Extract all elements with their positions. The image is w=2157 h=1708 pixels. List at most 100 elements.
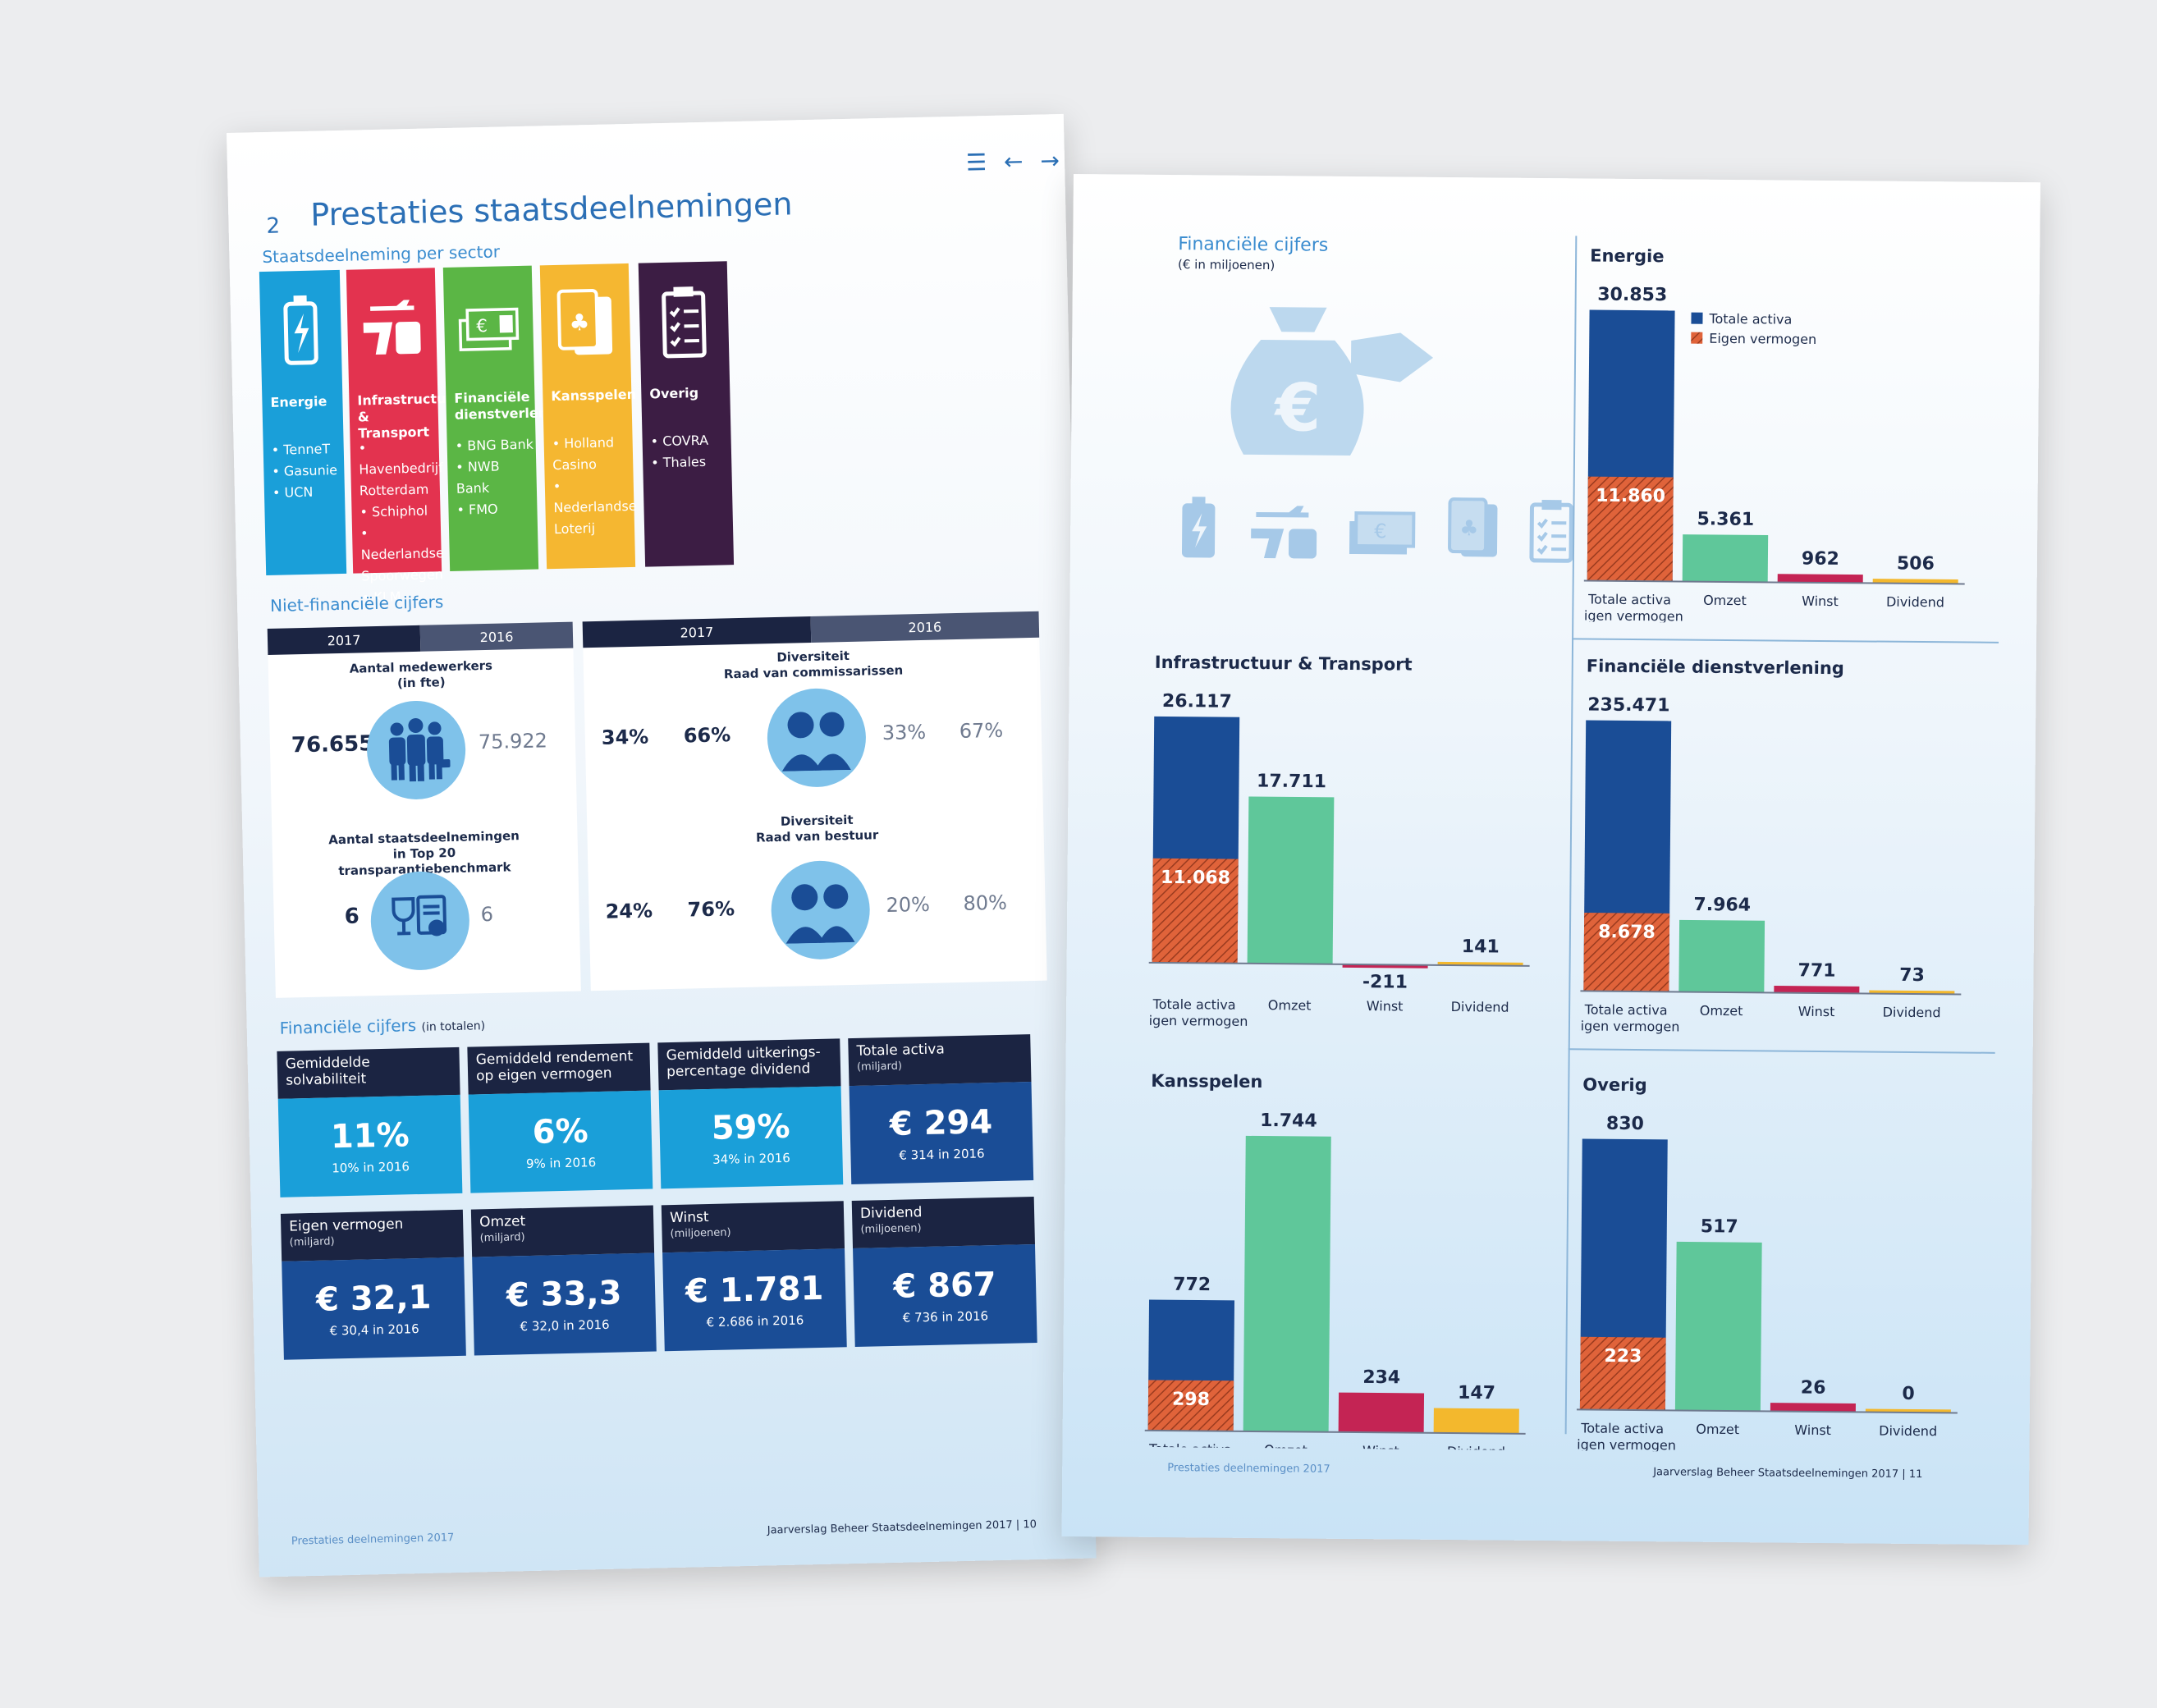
footer-left-right: Prestaties deelnemingen 2017 bbox=[1167, 1462, 1330, 1476]
label-dividend: 73 bbox=[1899, 965, 1925, 986]
footer-right-right: Jaarverslag Beheer Staatsdeelnemingen 20… bbox=[1653, 1466, 1923, 1481]
fin-card-value: € 33,3 bbox=[506, 1274, 622, 1315]
fin-card-previous: 34% in 2016 bbox=[712, 1150, 791, 1167]
legend-swatch-equity bbox=[1691, 332, 1703, 344]
sector-name: Energie bbox=[270, 393, 327, 410]
label-omzet: 517 bbox=[1701, 1216, 1738, 1237]
chart-title: Kansspelen bbox=[1151, 1070, 1263, 1092]
employees-circle bbox=[365, 699, 467, 801]
label-winst: 962 bbox=[1802, 548, 1839, 569]
fin-card-title: Eigen vermogen (miljard) bbox=[280, 1209, 465, 1262]
axis-label: Dividend bbox=[1879, 1423, 1937, 1440]
label-equity: 11.860 bbox=[1596, 486, 1665, 507]
axis-label: Dividend bbox=[1447, 1444, 1505, 1450]
sector-name: Kansspelen bbox=[551, 386, 637, 405]
row-divider-1 bbox=[1572, 638, 1999, 643]
fin-card-unit: (miljard) bbox=[479, 1231, 525, 1245]
axis-label: Totale activa bbox=[1584, 1001, 1668, 1018]
label-dividend: 0 bbox=[1902, 1384, 1915, 1404]
axis-label: Omzet bbox=[1703, 593, 1747, 608]
sector-tile-4: Overig COVRAThales bbox=[638, 261, 735, 567]
fin-card-title: Winst (miljoenen) bbox=[661, 1201, 845, 1253]
page-nav: ☰ ← → bbox=[966, 147, 1065, 176]
right-subtitle: (€ in miljoenen) bbox=[1177, 257, 1275, 273]
company-item: COVRA bbox=[650, 430, 708, 453]
diversity-rvb-title: Diversiteit Raad van bestuur bbox=[755, 812, 879, 845]
diversity-rvc-title: Diversiteit Raad van commissarissen bbox=[723, 648, 904, 682]
footer-right: Jaarverslag Beheer Staatsdeelnemingen 20… bbox=[767, 1518, 1037, 1537]
label-omzet: 7.964 bbox=[1693, 895, 1751, 916]
chart-baseline bbox=[1144, 1429, 1526, 1435]
label-omzet: 1.744 bbox=[1260, 1110, 1317, 1132]
sector-tile-2: € Financiële dienstverlening BNG BankNWB B… bbox=[442, 265, 571, 571]
label-equity: 8.678 bbox=[1598, 922, 1656, 943]
arrow-left-icon[interactable]: ← bbox=[1003, 147, 1028, 176]
label-dividend: 141 bbox=[1462, 936, 1500, 957]
chart-baseline bbox=[1583, 579, 1965, 585]
diversity-panel: 2017 2016 Diversiteit Raad van commissari… bbox=[582, 611, 1047, 991]
nonfin-heading: Niet-financiële cijfers bbox=[269, 592, 444, 616]
column-divider bbox=[1564, 236, 1578, 1435]
sector-charts: Energie 30.853 11.860 5.361 962 506 Totale act… bbox=[1074, 174, 2040, 1453]
executives-icon bbox=[785, 884, 855, 944]
rvb-female-2017: 24% bbox=[605, 899, 653, 923]
company-item: Thales bbox=[651, 451, 709, 474]
axis-label: Winst bbox=[1798, 1004, 1835, 1019]
clipboard-icon bbox=[650, 277, 717, 369]
chapter-number: 2 bbox=[266, 213, 281, 239]
sector-heading: Staatsdeelneming per sector bbox=[262, 241, 501, 268]
sector-companies: COVRAThales bbox=[650, 430, 709, 474]
axis-label: Omzet bbox=[1264, 1442, 1307, 1450]
label-total-assets: 30.853 bbox=[1597, 285, 1667, 306]
fin-card-title: Gemiddelde solvabiliteit bbox=[277, 1046, 460, 1099]
company-item: Schiphol bbox=[360, 500, 444, 523]
sector-companies: TenneTGasunieUCN bbox=[271, 438, 337, 504]
rvb-male-2017: 76% bbox=[687, 897, 735, 922]
bar-omzet bbox=[1243, 1135, 1331, 1432]
axis-label: Totale activa bbox=[1580, 1420, 1664, 1436]
bar-winst bbox=[1338, 1392, 1425, 1433]
label-dividend: 506 bbox=[1897, 553, 1935, 574]
axis-label: Eigen vermogen bbox=[1583, 607, 1683, 624]
bar-winst bbox=[1777, 574, 1863, 584]
menu-icon[interactable]: ☰ bbox=[965, 148, 992, 176]
company-item: Nederlandse Loterij bbox=[553, 474, 638, 540]
trophy-certificate-icon bbox=[392, 895, 447, 936]
chapter-title: Prestaties staatsdeelnemingen bbox=[309, 185, 793, 233]
label-equity: 298 bbox=[1172, 1390, 1210, 1410]
label-winst: -211 bbox=[1362, 972, 1408, 992]
company-item: BNG Bank bbox=[455, 434, 536, 457]
axis-label: Omzet bbox=[1696, 1422, 1739, 1437]
employees-panel: 2017 2016 Aantal medewerkers (in fte) 76… bbox=[267, 621, 581, 998]
bar-equity bbox=[1583, 913, 1670, 992]
bar-equity bbox=[1587, 476, 1674, 582]
rvb-male-2016: 80% bbox=[963, 891, 1008, 915]
company-item: Holland Casino bbox=[552, 432, 635, 476]
axis-label: Eigen vermogen bbox=[1576, 1436, 1676, 1453]
playing-card-icon: ♣ bbox=[552, 278, 619, 370]
year-current: 2017 bbox=[267, 625, 421, 656]
sector-companies: Holland CasinoNederlandse Loterij bbox=[552, 432, 637, 540]
axis-label: Totale activa bbox=[1152, 996, 1236, 1013]
axis-label: Dividend bbox=[1451, 999, 1509, 1015]
rvc-female-2017: 34% bbox=[601, 725, 649, 749]
label-winst: 771 bbox=[1798, 960, 1835, 981]
fin-card-6: Winst (miljoenen) € 1.781 € 2.686 in 2016 bbox=[661, 1201, 847, 1352]
axis-label: Totale activa bbox=[1148, 1441, 1232, 1450]
label-total-assets: 235.471 bbox=[1587, 694, 1669, 716]
sector-tiles: EnergieTenneTGasunieUCNInfrastructuur & … bbox=[227, 114, 1064, 605]
fin-card-unit: (miljard) bbox=[856, 1060, 903, 1074]
fin-card-previous: € 32,0 in 2016 bbox=[520, 1316, 610, 1335]
battery-icon bbox=[1181, 497, 1216, 558]
fin-card-previous: € 30,4 in 2016 bbox=[329, 1321, 419, 1339]
sector-name: Financiële dienstverlening bbox=[454, 388, 571, 423]
label-total-assets: 830 bbox=[1606, 1114, 1644, 1134]
year-previous-2: 2016 bbox=[810, 611, 1040, 643]
label-dividend: 147 bbox=[1458, 1383, 1495, 1403]
money-bag-icon: € bbox=[1230, 307, 1434, 456]
bar-omzet bbox=[1678, 919, 1765, 993]
label-winst: 26 bbox=[1801, 1377, 1826, 1398]
arrow-right-icon[interactable]: → bbox=[1040, 146, 1065, 175]
